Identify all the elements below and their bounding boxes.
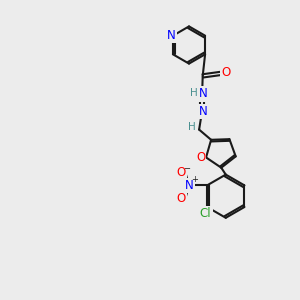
Text: Cl: Cl bbox=[200, 207, 212, 220]
Text: O: O bbox=[176, 192, 186, 205]
Text: H: H bbox=[190, 88, 198, 98]
Text: O: O bbox=[176, 166, 186, 179]
Text: +: + bbox=[191, 176, 198, 184]
Text: H: H bbox=[188, 122, 196, 132]
Text: N: N bbox=[167, 28, 176, 42]
Text: N: N bbox=[199, 105, 208, 118]
Text: N: N bbox=[199, 87, 208, 101]
Text: N: N bbox=[185, 179, 194, 192]
Text: O: O bbox=[221, 66, 230, 80]
Text: O: O bbox=[196, 151, 205, 164]
Text: −: − bbox=[183, 164, 190, 173]
